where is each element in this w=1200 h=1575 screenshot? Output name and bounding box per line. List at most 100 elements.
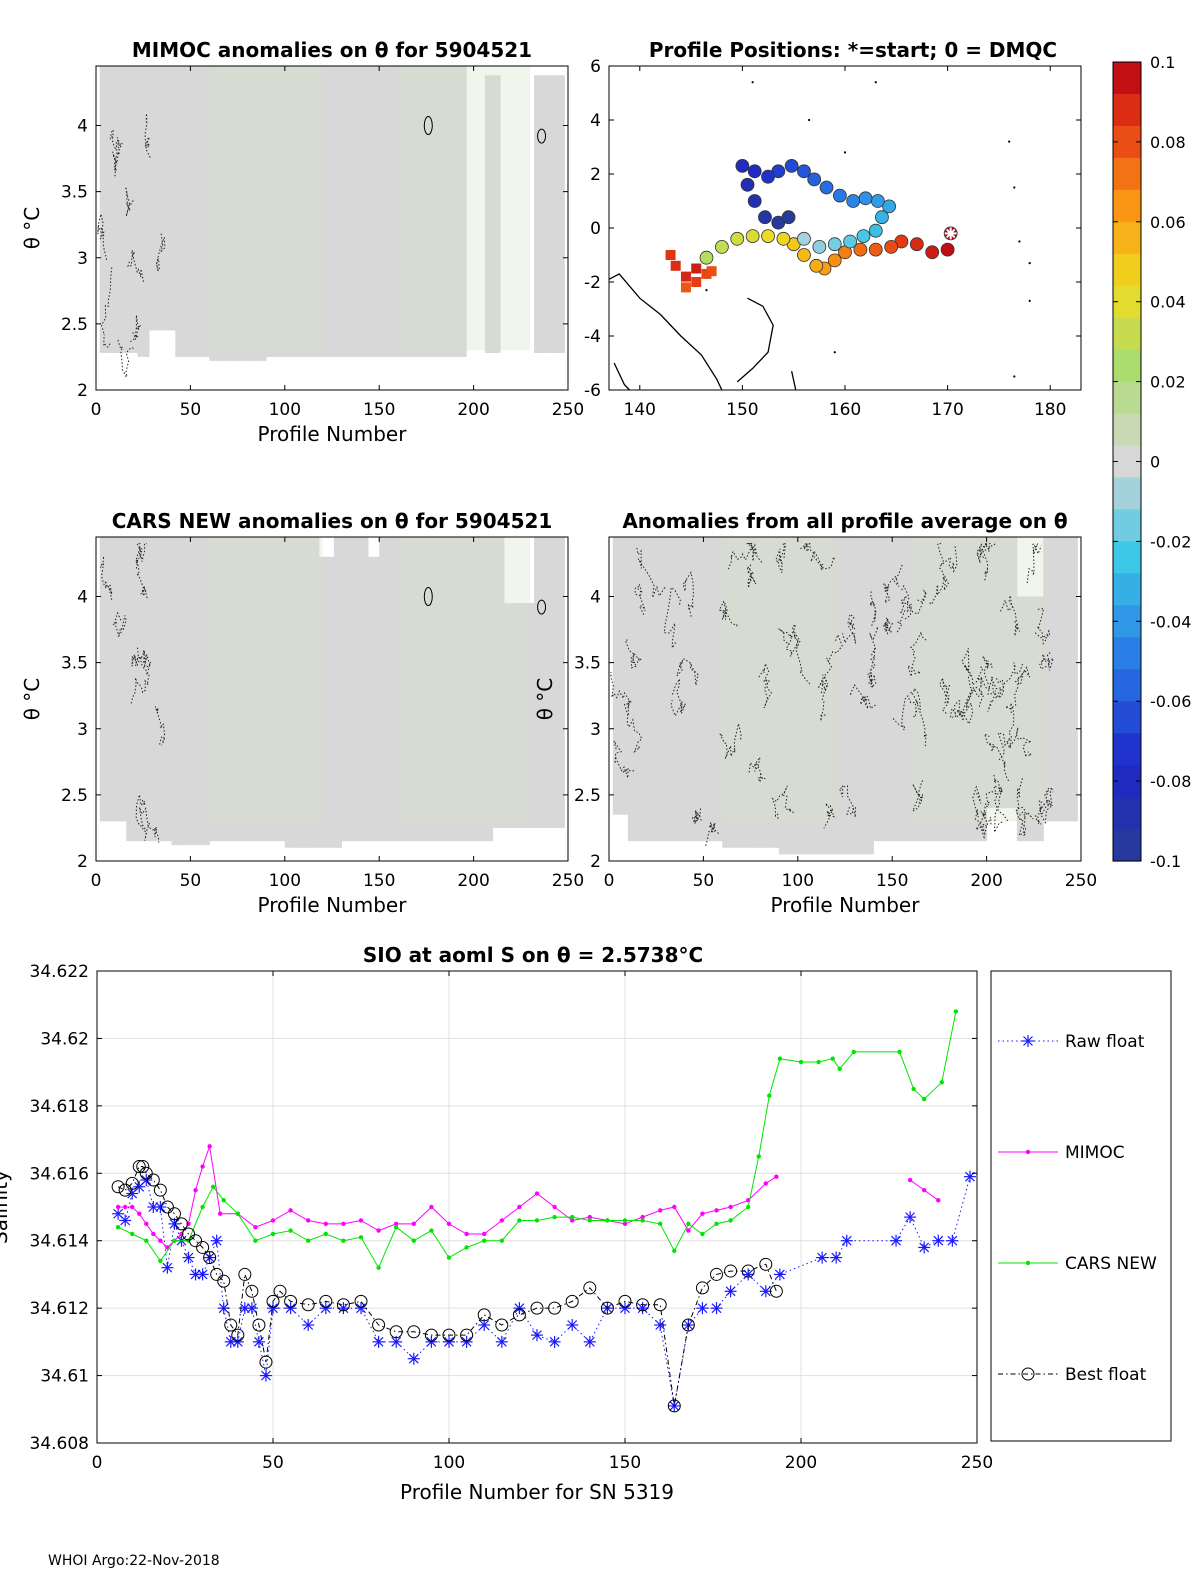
cars_new_anomalies-cell-column bbox=[432, 537, 437, 842]
all_profile_anomalies-cell-column bbox=[960, 537, 965, 842]
mimoc_anomalies-cell-column bbox=[356, 66, 361, 357]
cars_new_anomalies-cell-column bbox=[454, 537, 460, 842]
all_profile_anomalies-cell-column bbox=[918, 537, 924, 842]
all_profile_anomalies-cell-column bbox=[1020, 596, 1025, 842]
profile-positions-xtick-label: 150 bbox=[726, 400, 758, 420]
cars_new_anomalies-xtick-label: 150 bbox=[363, 871, 395, 891]
cars_new_anomalies-cell-column bbox=[537, 537, 543, 828]
colorbar-band bbox=[1113, 253, 1141, 287]
series-line bbox=[118, 1146, 777, 1249]
data-point bbox=[531, 1329, 543, 1342]
data-point bbox=[587, 1218, 592, 1223]
mimoc_anomalies-cell-column bbox=[454, 66, 460, 357]
mimoc_anomalies-cell-column bbox=[420, 66, 426, 357]
all_profile_anomalies-panel: 0 50 100 150 200 250 2 2.5 3 3.5 4 Anomalies from a… bbox=[533, 509, 1097, 917]
cars_new_anomalies-cell-column bbox=[273, 537, 278, 842]
all_profile_anomalies-cell-column bbox=[1069, 537, 1075, 822]
all_profile_anomalies-contour-line bbox=[995, 662, 1024, 699]
cars_new_anomalies-cell-column bbox=[556, 537, 562, 828]
all_profile_anomalies-tint bbox=[911, 537, 1044, 822]
cars_new_anomalies-contour-line bbox=[134, 543, 147, 569]
data-point bbox=[517, 1204, 522, 1210]
cars_new_anomalies-cell-column bbox=[348, 537, 354, 842]
cars_new_anomalies-contour-closed bbox=[537, 599, 547, 615]
all_profile_anomalies-cell-column bbox=[1009, 537, 1014, 809]
cars_new_anomalies-cell-column bbox=[534, 537, 539, 828]
data-point bbox=[672, 1248, 677, 1254]
data-point-stroke bbox=[760, 1286, 771, 1297]
all_profile_anomalies-contour-line bbox=[949, 700, 964, 722]
colorbar-tick-label: 0.08 bbox=[1150, 133, 1186, 152]
data-point bbox=[358, 1218, 364, 1223]
data-point bbox=[477, 1308, 491, 1322]
cars_new_anomalies-contour-closed bbox=[423, 587, 433, 607]
all_profile_anomalies-cell-column bbox=[1028, 596, 1033, 842]
cars_new_anomalies-cell-column bbox=[118, 537, 124, 822]
all_profile_anomalies-contour-line bbox=[610, 672, 631, 715]
data-point bbox=[273, 1284, 287, 1298]
salinity-ylabel: Salinity bbox=[0, 1170, 12, 1244]
data-point-stroke bbox=[268, 1303, 278, 1314]
mimoc_anomalies-cell-column bbox=[239, 66, 244, 361]
data-point bbox=[376, 1265, 381, 1270]
cars_new_anomalies-contour-line bbox=[139, 807, 160, 843]
data-point bbox=[918, 1241, 931, 1254]
colorbar-band bbox=[1113, 541, 1141, 574]
cars_new_anomalies-cell-column bbox=[352, 537, 358, 842]
cars_new_anomalies-cell-column bbox=[190, 537, 195, 846]
series-line bbox=[117, 1011, 957, 1269]
all_profile_anomalies-contour-line bbox=[983, 732, 1010, 782]
all_profile_anomalies-contour-line bbox=[883, 562, 904, 604]
data-point bbox=[132, 1160, 146, 1174]
data-point-stroke bbox=[461, 1336, 472, 1347]
data-point bbox=[600, 1301, 614, 1315]
colorbar-tick-label: 0.04 bbox=[1150, 293, 1186, 312]
all_profile_anomalies-cell-column bbox=[899, 537, 905, 842]
cars_new_anomalies-cell-column bbox=[156, 537, 161, 842]
mimoc_anomalies-contour-line bbox=[127, 250, 144, 282]
data-point bbox=[174, 1217, 188, 1231]
data-point bbox=[773, 1268, 786, 1281]
cars_new_anomalies-cell-column bbox=[292, 537, 297, 848]
data-point bbox=[231, 1328, 245, 1342]
all_profile_anomalies-contour-line bbox=[1026, 542, 1042, 584]
track-marker bbox=[812, 239, 827, 254]
all_profile_anomalies-ytick-label: 3.5 bbox=[574, 654, 601, 674]
mimoc_anomalies-ytick-label: 3.5 bbox=[61, 183, 88, 203]
all_profile_anomalies-frame bbox=[608, 536, 1082, 862]
track-marker bbox=[884, 239, 899, 254]
all_profile_anomalies-cell-column bbox=[907, 537, 912, 842]
all_profile_anomalies-xtick-label: 100 bbox=[782, 871, 814, 891]
colorbar-tick-label: 0.02 bbox=[1150, 373, 1186, 392]
data-point bbox=[160, 1200, 174, 1214]
data-point-stroke bbox=[113, 1208, 124, 1219]
salinity-ytick-label: 34.614 bbox=[30, 1232, 89, 1252]
all_profile_anomalies-cell-column bbox=[1062, 537, 1067, 822]
all_profile_anomalies-cell-column bbox=[831, 537, 837, 855]
all_profile_anomalies-cell-column bbox=[1043, 537, 1048, 822]
cars_new_anomalies-cell-column bbox=[103, 537, 108, 822]
all_profile_anomalies-contour-line bbox=[634, 584, 646, 615]
data-point bbox=[605, 1218, 610, 1223]
legend-marker-stroke bbox=[1023, 1036, 1033, 1046]
cars_new_anomalies-cell-column bbox=[522, 603, 528, 828]
data-point-stroke bbox=[584, 1336, 595, 1347]
data-point bbox=[235, 1211, 240, 1216]
cars_new_anomalies-field bbox=[99, 537, 565, 848]
data-point bbox=[288, 1208, 293, 1213]
mimoc_anomalies-ytick-label: 2.5 bbox=[61, 315, 88, 335]
mimoc_anomalies-cell-column bbox=[254, 66, 259, 361]
legend-label: CARS NEW bbox=[1065, 1254, 1157, 1274]
data-point bbox=[429, 1228, 434, 1233]
all_profile_anomalies-cell-column bbox=[903, 537, 908, 842]
cars_new_anomalies-cell-column bbox=[416, 537, 422, 842]
track-marker bbox=[776, 231, 791, 246]
all_profile_anomalies-cell-column bbox=[744, 537, 750, 848]
salinity-ytick-label: 34.62 bbox=[40, 1029, 89, 1049]
all_profile_anomalies-contour-line bbox=[823, 803, 835, 829]
data-point bbox=[390, 1335, 403, 1348]
data-point bbox=[207, 1144, 212, 1149]
mimoc_anomalies-cell-column bbox=[560, 75, 565, 353]
mimoc_anomalies-contour-closed bbox=[423, 116, 433, 136]
legend-marker bbox=[1021, 1367, 1035, 1381]
